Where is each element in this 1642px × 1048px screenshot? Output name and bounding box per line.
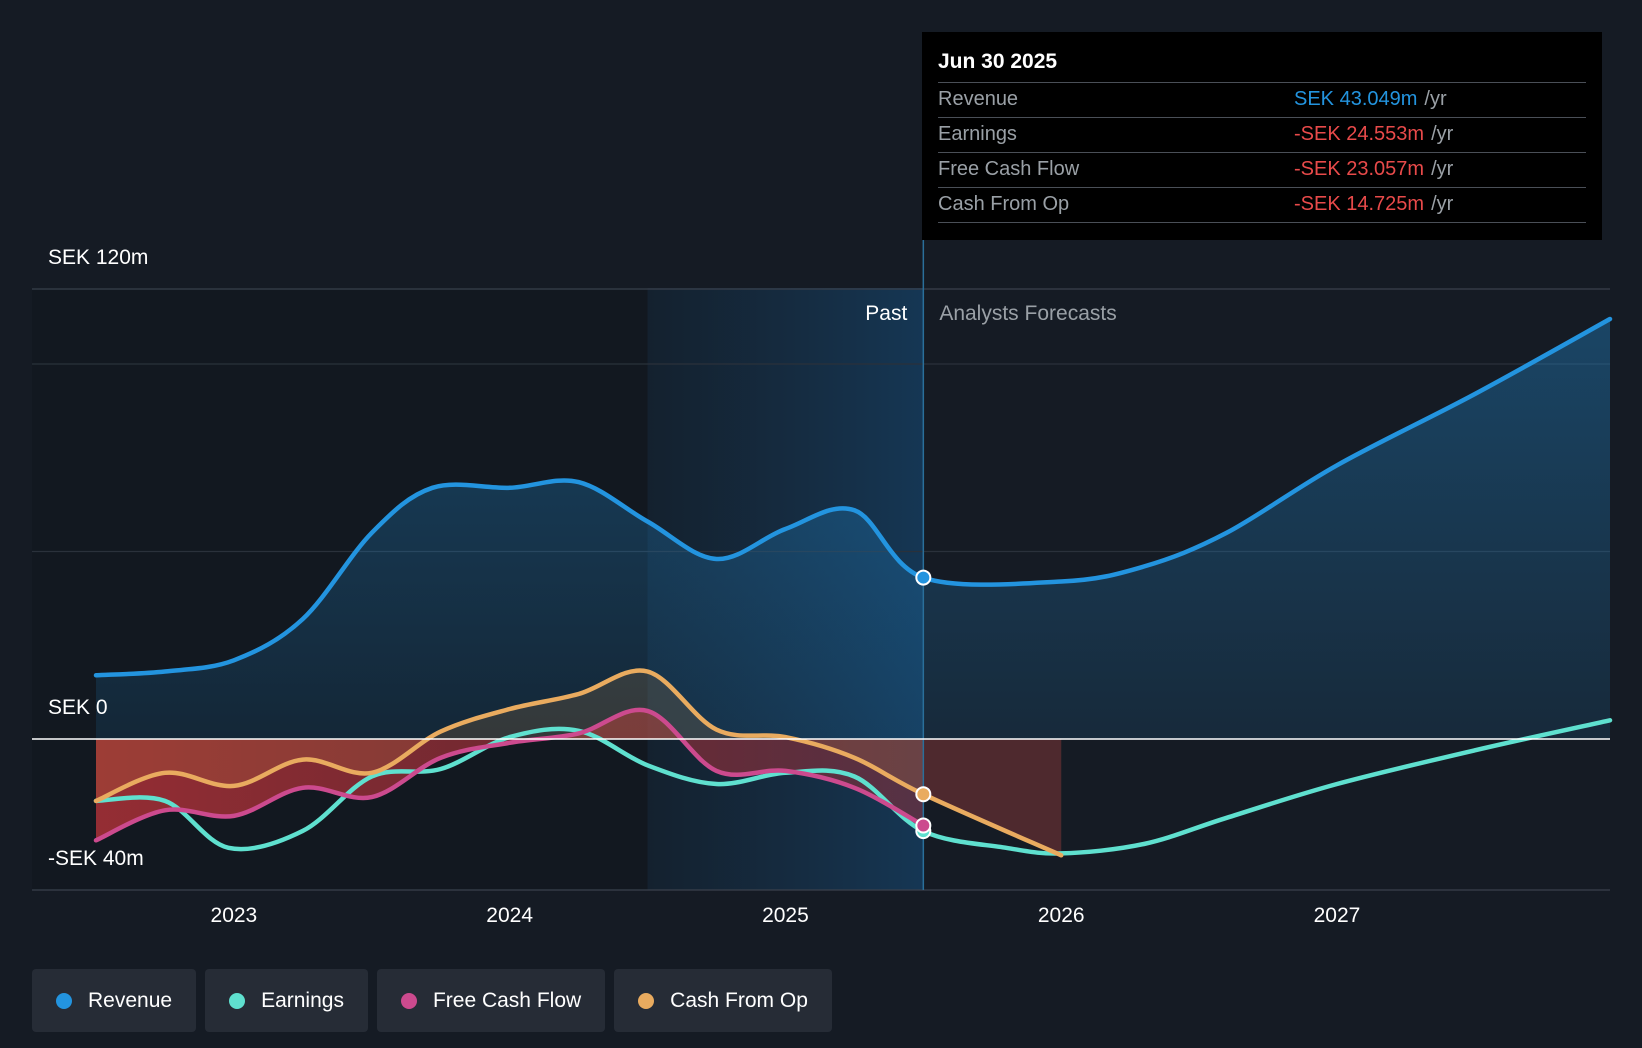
series-lines <box>93 316 1613 858</box>
legend-label: Revenue <box>88 988 173 1012</box>
y-tick-label: SEK 120m <box>48 246 148 269</box>
revenue-marker <box>915 569 932 586</box>
x-axis-labels: 2023 2024 2025 2026 2027 <box>211 904 1361 927</box>
legend: Revenue Earnings Free Cash Flow Cash From O… <box>32 969 832 1032</box>
revenue-line <box>93 316 1613 678</box>
tooltip-label: Cash From Op <box>938 193 1070 215</box>
tooltip-value: -SEK 24.553m <box>1294 123 1425 145</box>
tooltip-unit: /yr <box>1431 158 1454 180</box>
x-tick-label: 2023 <box>211 904 258 927</box>
legend-item-revenue[interactable]: Revenue <box>32 969 197 1032</box>
legend-item-free-cash-flow[interactable]: Free Cash Flow <box>376 969 606 1032</box>
free-cash-flow-line <box>93 707 926 843</box>
tooltip-row: Revenue SEK 43.049m/yr <box>938 83 1586 118</box>
x-tick-label: 2026 <box>1038 904 1085 927</box>
cash-from-op-line <box>93 668 1064 858</box>
legend-label: Cash From Op <box>670 988 808 1012</box>
x-tick-label: 2025 <box>762 904 809 927</box>
legend-dot-icon <box>638 992 655 1009</box>
negative-area-forecast <box>923 739 1062 856</box>
x-tick-label: 2024 <box>486 904 533 927</box>
x-tick-label: 2027 <box>1314 904 1361 927</box>
negative-area-past <box>96 709 924 841</box>
past-label: Past <box>865 302 907 325</box>
current-value-markers <box>915 569 932 840</box>
legend-item-cash-from-op[interactable]: Cash From Op <box>614 969 832 1032</box>
legend-label: Earnings <box>261 988 344 1012</box>
tooltip-label: Earnings <box>938 123 1017 145</box>
tooltip-unit: /yr <box>1424 88 1447 110</box>
tooltip-date: Jun 30 2025 <box>938 46 1586 83</box>
tooltip-row: Earnings -SEK 24.553m/yr <box>938 118 1586 153</box>
y-tick-label: -SEK 40m <box>48 847 144 870</box>
tooltip-label: Revenue <box>938 88 1019 110</box>
tooltip-value: -SEK 23.057m <box>1294 158 1425 180</box>
cash-from-op-marker <box>915 786 932 803</box>
legend-item-earnings[interactable]: Earnings <box>205 969 368 1032</box>
tooltip: Jun 30 2025 Revenue SEK 43.049m/yr Earning… <box>922 32 1602 240</box>
tooltip-unit: /yr <box>1431 123 1454 145</box>
tooltip-value: SEK 43.049m <box>1294 88 1418 110</box>
tooltip-rows: Revenue SEK 43.049m/yr Earnings -SEK 24.553… <box>938 83 1586 223</box>
free-cash-flow-marker <box>915 817 932 834</box>
tooltip-label: Free Cash Flow <box>938 158 1080 180</box>
legend-dot-icon <box>400 992 417 1009</box>
y-axis-labels: SEK 120m SEK 0 -SEK 40m <box>48 246 148 870</box>
analysts-forecasts-label: Analysts Forecasts <box>939 302 1116 325</box>
tooltip-row: Free Cash Flow -SEK 23.057m/yr <box>938 153 1586 188</box>
legend-label: Free Cash Flow <box>432 988 582 1012</box>
tooltip-value: -SEK 14.725m <box>1294 193 1425 215</box>
y-tick-label: SEK 0 <box>48 696 108 719</box>
revenue-area <box>96 319 1610 739</box>
tooltip-unit: /yr <box>1431 193 1454 215</box>
legend-dot-icon <box>56 992 72 1009</box>
tooltip-row: Cash From Op -SEK 14.725m/yr <box>938 188 1586 223</box>
legend-dot-icon <box>229 992 246 1009</box>
